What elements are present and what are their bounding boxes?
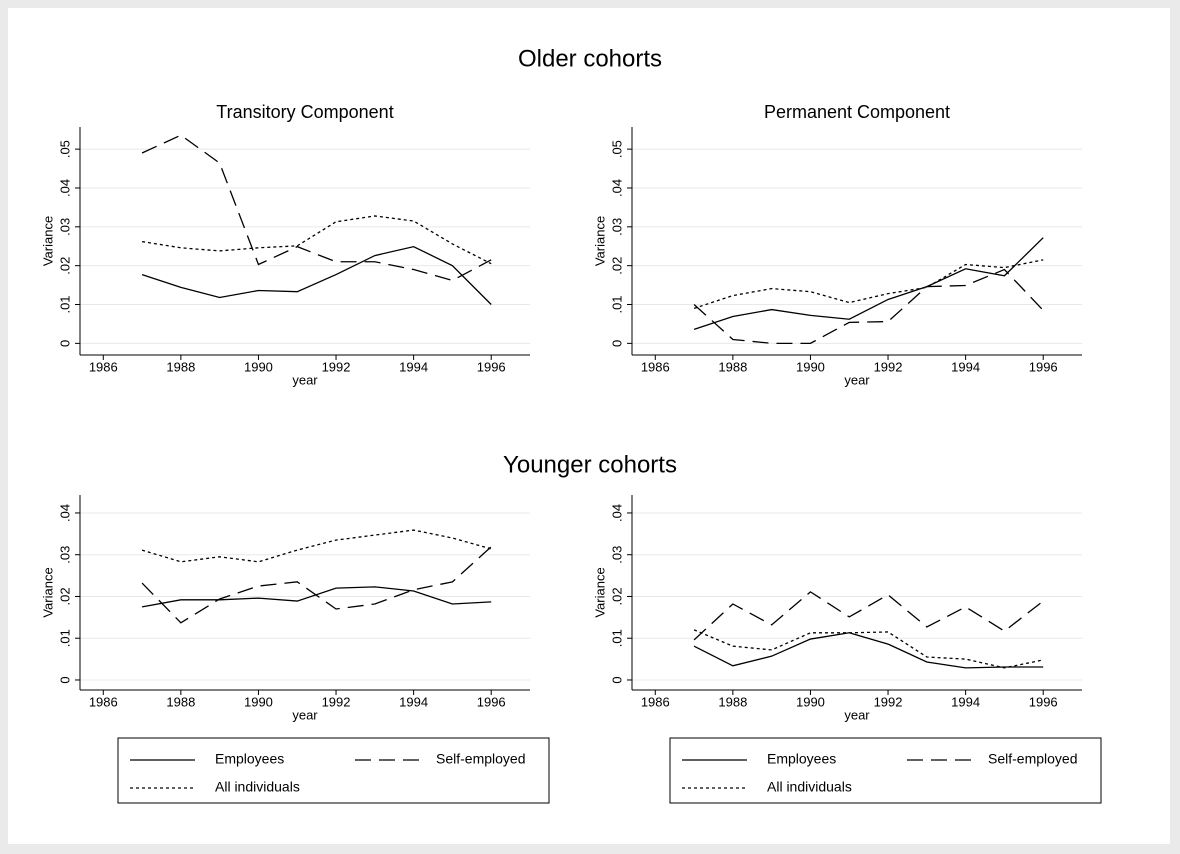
x-axis-label: year — [292, 707, 318, 722]
x-tick-label: 1990 — [796, 694, 825, 709]
y-tick-label: 0 — [57, 340, 72, 347]
x-tick-label: 1986 — [641, 359, 670, 374]
y-tick-label: .03 — [609, 546, 624, 564]
legend-box — [117, 737, 550, 804]
x-tick-label: 1988 — [166, 694, 195, 709]
x-axis-label: year — [844, 372, 870, 387]
line-series — [693, 632, 1044, 669]
y-tick-label: .05 — [57, 140, 72, 158]
line-series — [141, 546, 492, 624]
x-tick-label: 1988 — [718, 694, 747, 709]
x-tick-label: 1990 — [244, 359, 273, 374]
y-tick-label: .01 — [609, 629, 624, 647]
x-tick-label: 1992 — [874, 359, 903, 374]
legend-box — [669, 737, 1102, 804]
x-tick-label: 1996 — [477, 694, 506, 709]
line-series — [141, 215, 492, 265]
x-tick-label: 1994 — [951, 359, 980, 374]
x-tick-label: 1996 — [1029, 694, 1058, 709]
section-title: Younger cohorts — [503, 451, 677, 478]
y-tick-label: .04 — [57, 179, 72, 197]
legend-label: Employees — [767, 751, 836, 767]
y-tick-label: .02 — [57, 257, 72, 275]
y-tick-label: .04 — [609, 504, 624, 522]
x-tick-label: 1992 — [322, 359, 351, 374]
line-series — [693, 268, 1044, 344]
line-series — [141, 245, 492, 305]
y-axis-label: Variance — [40, 567, 55, 617]
y-tick-label: .01 — [57, 629, 72, 647]
x-axis-label: year — [844, 707, 870, 722]
x-tick-label: 1986 — [89, 694, 118, 709]
panel-title: Transitory Component — [216, 102, 393, 122]
y-axis-label: Variance — [592, 216, 607, 266]
x-tick-label: 1996 — [477, 359, 506, 374]
legend-label: Self-employed — [436, 751, 526, 767]
y-tick-label: .01 — [57, 295, 72, 313]
y-tick-label: .02 — [57, 587, 72, 605]
x-tick-label: 1994 — [399, 359, 428, 374]
x-tick-label: 1988 — [166, 359, 195, 374]
y-axis-label: Variance — [40, 216, 55, 266]
x-tick-label: 1992 — [322, 694, 351, 709]
x-tick-label: 1986 — [641, 694, 670, 709]
x-tick-label: 1986 — [89, 359, 118, 374]
y-tick-label: 0 — [609, 676, 624, 683]
legend-label: Self-employed — [988, 751, 1078, 767]
x-tick-label: 1994 — [951, 694, 980, 709]
line-series — [693, 591, 1044, 641]
legend-label: All individuals — [767, 779, 852, 795]
line-series — [693, 237, 1044, 330]
y-tick-label: .02 — [609, 587, 624, 605]
x-tick-label: 1996 — [1029, 359, 1058, 374]
x-tick-label: 1994 — [399, 694, 428, 709]
section-title: Older cohorts — [518, 45, 662, 72]
panel-title: Permanent Component — [764, 102, 950, 122]
y-tick-label: .02 — [609, 257, 624, 275]
y-tick-label: .01 — [609, 295, 624, 313]
y-tick-label: 0 — [57, 676, 72, 683]
y-axis-label: Variance — [592, 567, 607, 617]
legend-label: Employees — [215, 751, 284, 767]
line-series — [693, 259, 1044, 310]
y-tick-label: .03 — [609, 218, 624, 236]
y-tick-label: .03 — [57, 218, 72, 236]
x-tick-label: 1992 — [874, 694, 903, 709]
legend-label: All individuals — [215, 779, 300, 795]
x-tick-label: 1990 — [796, 359, 825, 374]
x-tick-label: 1990 — [244, 694, 273, 709]
line-series — [141, 586, 492, 608]
x-axis-label: year — [292, 372, 318, 387]
y-tick-label: .03 — [57, 546, 72, 564]
y-tick-label: .04 — [609, 179, 624, 197]
plot-background — [8, 8, 1170, 844]
line-series — [141, 529, 492, 563]
x-tick-label: 1988 — [718, 359, 747, 374]
line-series — [693, 629, 1044, 669]
y-tick-label: .05 — [609, 140, 624, 158]
y-tick-label: 0 — [609, 340, 624, 347]
y-tick-label: .04 — [57, 504, 72, 522]
